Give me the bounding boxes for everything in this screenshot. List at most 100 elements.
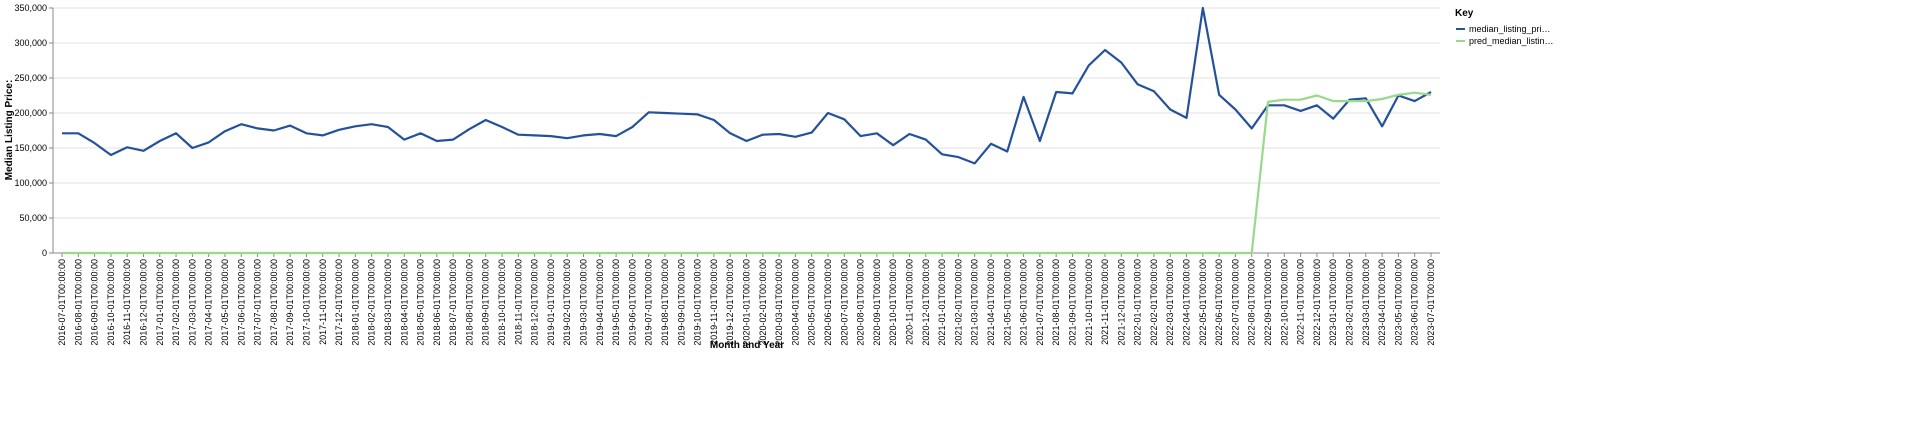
- x-tick-label: 2018-04-01T00:00:00: [399, 259, 409, 346]
- y-tick-label: 300,000: [14, 38, 47, 48]
- x-tick-label: 2021-02-01T00:00:00: [953, 259, 963, 346]
- x-tick-label: 2023-04-01T00:00:00: [1377, 259, 1387, 346]
- x-tick-label: 2018-07-01T00:00:00: [448, 259, 458, 346]
- x-tick-label: 2017-09-01T00:00:00: [285, 259, 295, 346]
- x-tick-label: 2020-08-01T00:00:00: [856, 259, 866, 346]
- x-tick-label: 2023-02-01T00:00:00: [1345, 259, 1355, 346]
- y-tick-label: 150,000: [14, 143, 47, 153]
- x-tick-label: 2016-12-01T00:00:00: [138, 259, 148, 346]
- x-tick-label: 2017-07-01T00:00:00: [253, 259, 263, 346]
- x-tick-label: 2019-03-01T00:00:00: [579, 259, 589, 346]
- x-tick-label: 2023-07-01T00:00:00: [1426, 259, 1436, 346]
- x-tick-label: 2021-08-01T00:00:00: [1051, 259, 1061, 346]
- x-tick-label: 2016-09-01T00:00:00: [90, 259, 100, 346]
- x-tick-label: 2019-05-01T00:00:00: [611, 259, 621, 346]
- x-tick-label: 2020-01-01T00:00:00: [742, 259, 752, 346]
- y-tick-label: 350,000: [14, 3, 47, 13]
- y-tick-label: 50,000: [19, 213, 47, 223]
- x-tick-label: 2021-11-01T00:00:00: [1100, 259, 1110, 345]
- x-tick-label: 2022-09-01T00:00:00: [1263, 259, 1273, 346]
- x-tick-label: 2022-12-01T00:00:00: [1312, 259, 1322, 346]
- x-tick-label: 2021-04-01T00:00:00: [986, 259, 996, 346]
- y-tick-label: 250,000: [14, 73, 47, 83]
- x-tick-label: 2018-09-01T00:00:00: [481, 259, 491, 346]
- x-tick-label: 2021-03-01T00:00:00: [970, 259, 980, 346]
- x-tick-label: 2018-01-01T00:00:00: [350, 259, 360, 346]
- x-tick-label: 2019-10-01T00:00:00: [693, 259, 703, 346]
- x-tick-label: 2019-06-01T00:00:00: [627, 259, 637, 346]
- x-tick-label: 2017-05-01T00:00:00: [220, 259, 230, 346]
- legend-label: pred_median_listin…: [1469, 36, 1554, 46]
- series-line: [62, 91, 1432, 255]
- x-tick-label: 2021-06-01T00:00:00: [1019, 259, 1029, 346]
- legend-title: Key: [1455, 8, 1474, 19]
- x-tick-label: 2020-10-01T00:00:00: [888, 259, 898, 346]
- x-tick-label: 2019-04-01T00:00:00: [595, 259, 605, 346]
- y-axis-title: Median Listing Price:: [4, 80, 15, 181]
- x-tick-label: 2021-12-01T00:00:00: [1116, 259, 1126, 346]
- x-tick-label: 2023-05-01T00:00:00: [1393, 259, 1403, 346]
- x-tick-label: 2019-08-01T00:00:00: [660, 259, 670, 346]
- x-tick-label: 2020-07-01T00:00:00: [839, 259, 849, 346]
- x-tick-label: 2020-09-01T00:00:00: [872, 259, 882, 346]
- legend-label: median_listing_pri…: [1469, 24, 1551, 34]
- x-tick-label: 2022-04-01T00:00:00: [1182, 259, 1192, 346]
- series-line: [62, 6, 1432, 165]
- x-tick-label: 2021-07-01T00:00:00: [1035, 259, 1045, 346]
- x-tick-label: 2019-07-01T00:00:00: [644, 259, 654, 346]
- x-tick-label: 2020-11-01T00:00:00: [904, 259, 914, 345]
- x-tick-label: 2016-10-01T00:00:00: [106, 259, 116, 346]
- x-tick-label: 2021-10-01T00:00:00: [1084, 259, 1094, 346]
- x-axis-title: Month and Year: [710, 340, 784, 351]
- x-tick-label: 2017-12-01T00:00:00: [334, 259, 344, 346]
- x-tick-label: 2020-04-01T00:00:00: [790, 259, 800, 346]
- x-tick-label: 2022-11-01T00:00:00: [1296, 259, 1306, 345]
- x-tick-label: 2018-08-01T00:00:00: [464, 259, 474, 346]
- y-tick-label: 0: [42, 248, 47, 258]
- x-tick-label: 2018-03-01T00:00:00: [383, 259, 393, 346]
- y-tick-label: 200,000: [14, 108, 47, 118]
- x-tick-label: 2017-04-01T00:00:00: [204, 259, 214, 346]
- x-tick-label: 2017-08-01T00:00:00: [269, 259, 279, 346]
- x-tick-label: 2017-10-01T00:00:00: [301, 259, 311, 346]
- x-tick-label: 2017-03-01T00:00:00: [187, 259, 197, 346]
- x-tick-label: 2021-09-01T00:00:00: [1067, 259, 1077, 346]
- x-tick-label: 2020-03-01T00:00:00: [774, 259, 784, 346]
- x-tick-label: 2019-09-01T00:00:00: [676, 259, 686, 346]
- x-tick-label: 2019-12-01T00:00:00: [725, 259, 735, 346]
- x-tick-label: 2018-12-01T00:00:00: [530, 259, 540, 346]
- x-tick-label: 2021-01-01T00:00:00: [937, 259, 947, 346]
- y-tick-label: 100,000: [14, 178, 47, 188]
- x-tick-label: 2022-07-01T00:00:00: [1230, 259, 1240, 346]
- x-tick-label: 2022-08-01T00:00:00: [1247, 259, 1257, 346]
- x-tick-label: 2016-11-01T00:00:00: [122, 259, 132, 345]
- x-tick-label: 2018-11-01T00:00:00: [513, 259, 523, 345]
- x-tick-label: 2016-08-01T00:00:00: [73, 259, 83, 346]
- x-tick-label: 2020-06-01T00:00:00: [823, 259, 833, 346]
- x-tick-label: 2022-06-01T00:00:00: [1214, 259, 1224, 346]
- x-tick-label: 2020-02-01T00:00:00: [758, 259, 768, 346]
- x-tick-label: 2023-06-01T00:00:00: [1410, 259, 1420, 346]
- x-tick-label: 2022-05-01T00:00:00: [1198, 259, 1208, 346]
- x-tick-label: 2018-06-01T00:00:00: [432, 259, 442, 346]
- x-tick-label: 2020-05-01T00:00:00: [807, 259, 817, 346]
- x-tick-label: 2022-03-01T00:00:00: [1165, 259, 1175, 346]
- x-tick-label: 2017-11-01T00:00:00: [318, 259, 328, 345]
- x-tick-label: 2018-10-01T00:00:00: [497, 259, 507, 346]
- x-tick-label: 2017-02-01T00:00:00: [171, 259, 181, 346]
- x-tick-label: 2016-07-01T00:00:00: [57, 259, 67, 346]
- x-tick-label: 2019-11-01T00:00:00: [709, 259, 719, 345]
- x-tick-label: 2019-02-01T00:00:00: [562, 259, 572, 346]
- x-tick-label: 2023-01-01T00:00:00: [1328, 259, 1338, 346]
- x-tick-label: 2022-01-01T00:00:00: [1133, 259, 1143, 346]
- x-tick-label: 2022-10-01T00:00:00: [1279, 259, 1289, 346]
- x-tick-label: 2020-12-01T00:00:00: [921, 259, 931, 346]
- x-tick-label: 2019-01-01T00:00:00: [546, 259, 556, 346]
- x-tick-label: 2021-05-01T00:00:00: [1002, 259, 1012, 346]
- x-tick-label: 2017-06-01T00:00:00: [236, 259, 246, 346]
- x-tick-label: 2017-01-01T00:00:00: [155, 259, 165, 346]
- x-tick-label: 2023-03-01T00:00:00: [1361, 259, 1371, 346]
- x-tick-label: 2022-02-01T00:00:00: [1149, 259, 1159, 346]
- x-tick-label: 2018-02-01T00:00:00: [367, 259, 377, 346]
